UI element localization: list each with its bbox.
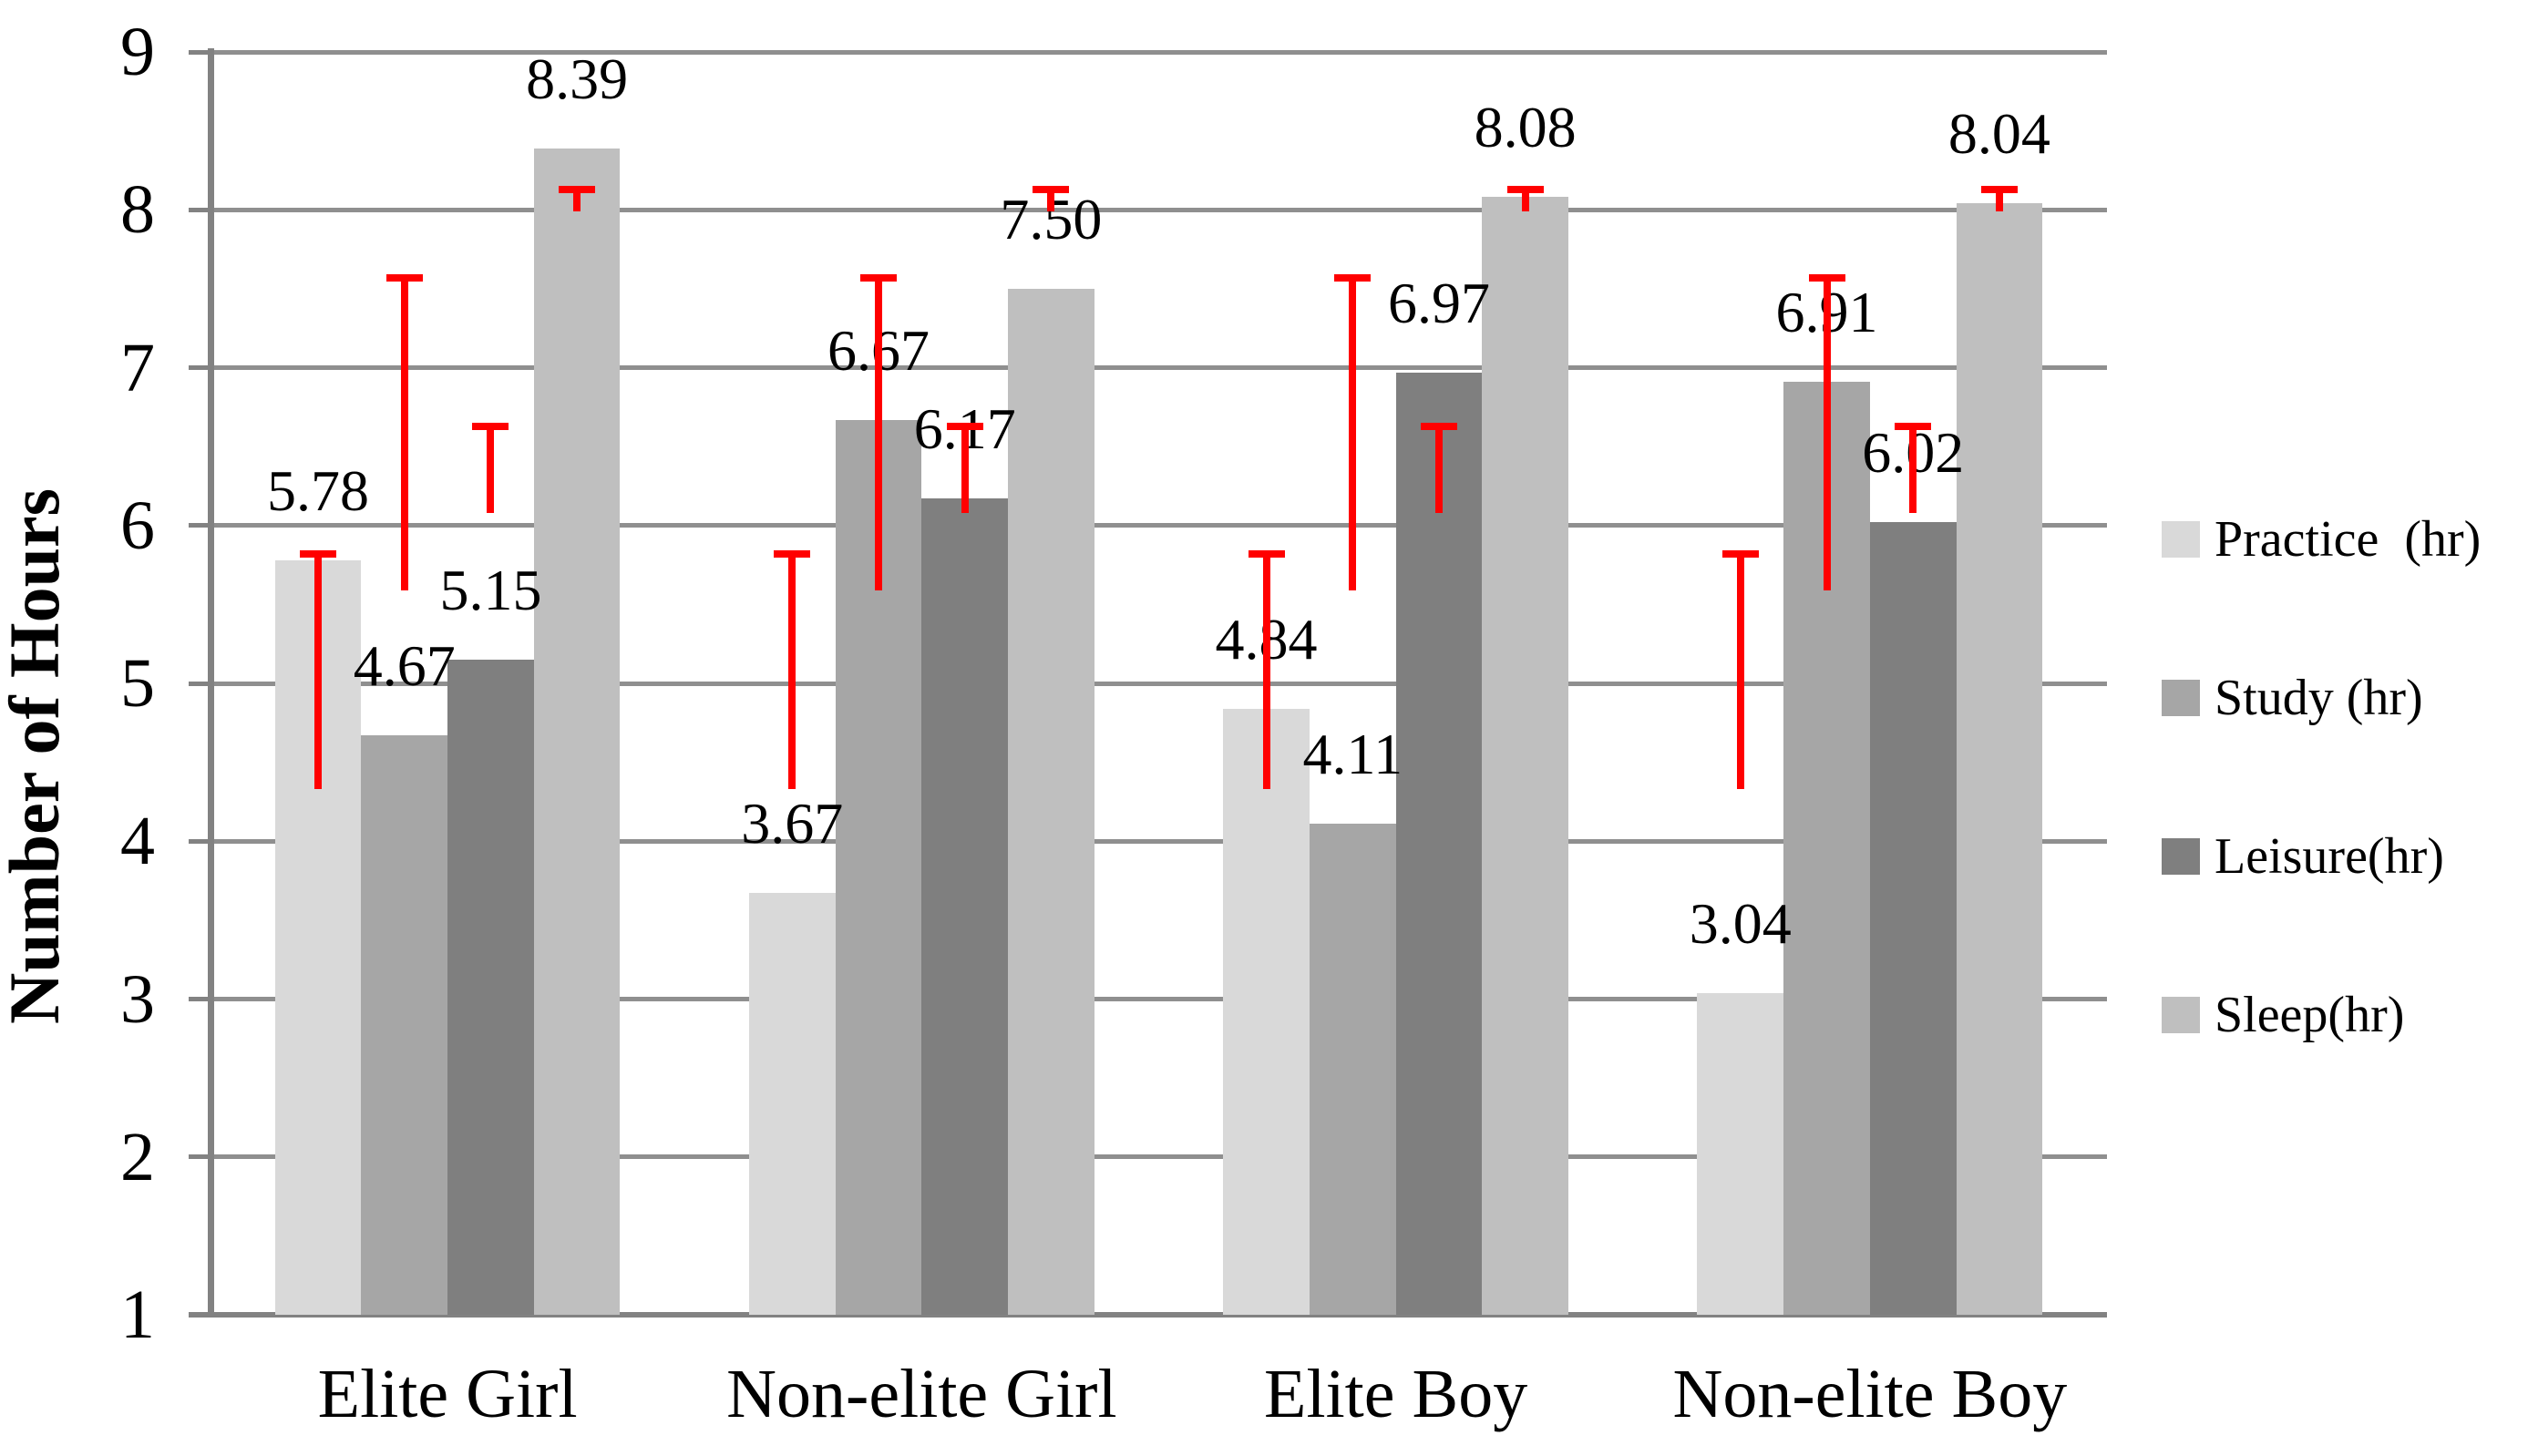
error-bar-line (1736, 549, 1744, 790)
bar (1309, 824, 1396, 1315)
y-axis-tick (189, 523, 211, 528)
legend-swatch-icon (2162, 680, 2200, 716)
legend-item: Sleep(hr) (2162, 986, 2404, 1044)
gridline (211, 365, 2107, 370)
bar (1869, 522, 1957, 1315)
gridline (211, 997, 2107, 1001)
error-bar-line (1909, 422, 1917, 513)
legend-item: Practice (hr) (2162, 510, 2481, 569)
legend-swatch-icon (2162, 838, 2200, 875)
y-tick-label: 1 (120, 1277, 155, 1353)
x-category-label: Elite Girl (317, 1356, 578, 1432)
bar (1482, 197, 1568, 1315)
y-axis-tick (189, 365, 211, 370)
legend-label: Practice (hr) (2215, 511, 2482, 568)
bar (1223, 708, 1310, 1315)
y-axis-tick (189, 681, 211, 686)
x-axis-line (189, 1312, 2107, 1318)
y-tick-label: 6 (120, 487, 155, 564)
gridline (211, 838, 2107, 844)
legend-item: Study (hr) (2162, 669, 2423, 727)
error-bar-line (487, 422, 495, 513)
bar (533, 148, 621, 1315)
legend-label: Study (hr) (2215, 670, 2423, 726)
y-tick-label: 7 (120, 329, 155, 406)
y-tick-label: 5 (120, 645, 155, 722)
bar-value-label: 5.78 (267, 457, 370, 523)
legend-label: Sleep(hr) (2215, 987, 2405, 1043)
error-bar-line (1349, 273, 1357, 590)
error-bar-line (1262, 549, 1270, 790)
y-tick-label: 4 (120, 803, 155, 880)
y-axis-tick (189, 1154, 211, 1160)
x-category-label: Non-elite Boy (1672, 1356, 2068, 1432)
x-category-label: Non-elite Girl (726, 1356, 1117, 1432)
error-bar-line (1434, 422, 1443, 513)
bar-value-label: 8.04 (1947, 101, 2050, 167)
bar (748, 893, 836, 1315)
bar-value-label: 5.15 (439, 558, 542, 622)
bar-value-label: 3.04 (1689, 890, 1792, 956)
bar-value-label: 8.39 (526, 46, 629, 111)
y-tick-label: 8 (120, 171, 155, 249)
y-axis-title: Number of Hours (0, 488, 74, 1024)
bar (1697, 992, 1784, 1315)
bar-value-label: 6.97 (1387, 270, 1490, 335)
bar (1008, 288, 1094, 1315)
bar-value-label: 4.11 (1302, 722, 1403, 787)
legend-item: Leisure(hr) (2162, 827, 2444, 886)
y-axis-tick (189, 207, 211, 212)
error-bar-line (961, 422, 969, 513)
error-bar-line (314, 549, 323, 790)
bar-value-label: 4.67 (353, 633, 456, 699)
bar (1956, 203, 2043, 1315)
gridline (211, 49, 2107, 55)
y-tick-label: 9 (120, 14, 155, 90)
legend-label: Leisure(hr) (2215, 828, 2444, 885)
error-bar-line (1047, 185, 1055, 211)
y-axis-tick (189, 997, 211, 1001)
error-bar-line (788, 549, 796, 790)
x-category-label: Elite Boy (1264, 1356, 1528, 1432)
error-bar-line (573, 185, 581, 211)
bar (1395, 372, 1483, 1315)
y-axis-line (207, 48, 214, 1318)
gridline (211, 1154, 2107, 1160)
error-bar-line (1823, 273, 1831, 590)
y-tick-label: 2 (120, 1118, 155, 1195)
y-tick-label: 3 (120, 960, 155, 1038)
gridline (211, 681, 2107, 686)
legend-swatch-icon (2162, 521, 2200, 558)
bar (447, 660, 534, 1315)
bar (361, 735, 448, 1315)
legend-swatch-icon (2162, 997, 2200, 1033)
bar-value-label: 3.67 (741, 791, 844, 856)
error-bar-line (1995, 185, 2003, 211)
bar-value-label: 8.08 (1474, 95, 1577, 160)
y-axis-tick (189, 838, 211, 844)
gridline (211, 523, 2107, 528)
error-bar-line (875, 273, 882, 590)
bar (921, 498, 1009, 1315)
gridline (211, 207, 2107, 212)
error-bar-line (400, 273, 408, 590)
y-axis-tick (189, 49, 211, 55)
error-bar-line (1521, 185, 1529, 211)
